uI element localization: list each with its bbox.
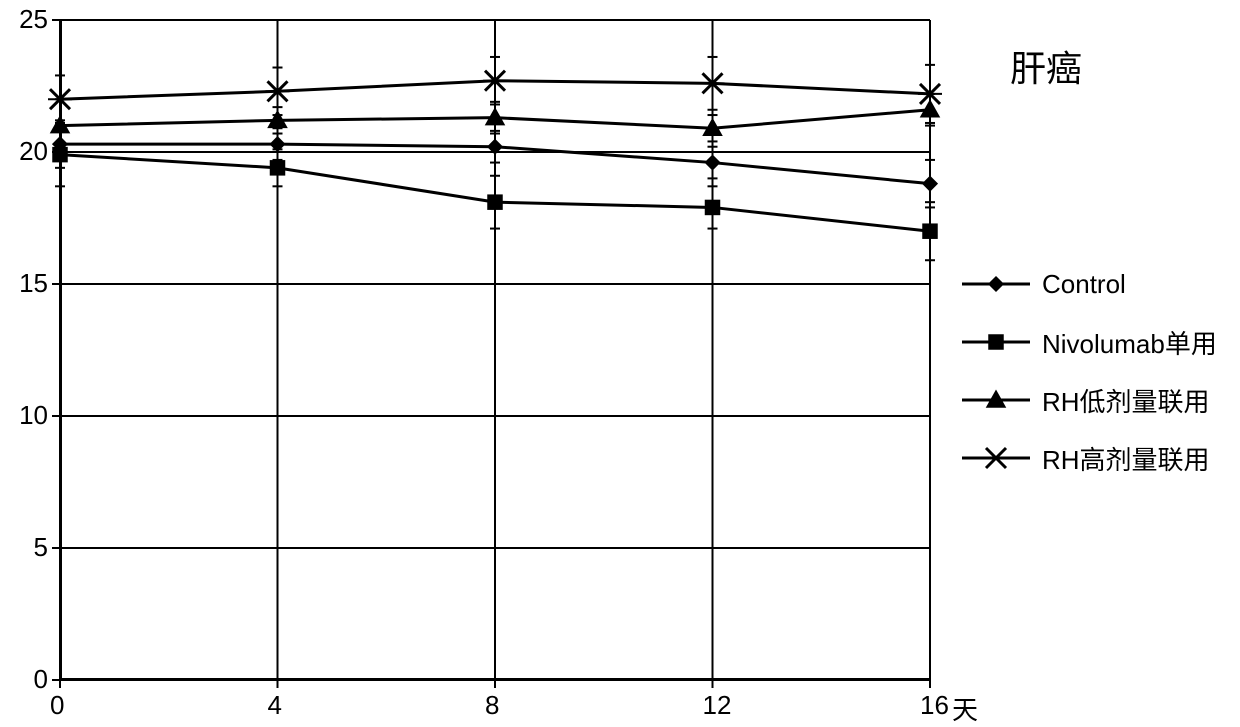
legend: Control Nivolumab单用 RH低剂量联用 RH高剂量联用 [960, 255, 1217, 487]
legend-label: RH高剂量联用 [1042, 440, 1210, 477]
diamond-icon [960, 270, 1032, 298]
legend-item: Nivolumab单用 [960, 313, 1217, 371]
x-icon [960, 444, 1032, 472]
x-axis-unit: 天 [952, 690, 978, 727]
legend-label: Nivolumab单用 [1042, 324, 1217, 361]
y-tick-label: 25 [19, 4, 48, 35]
legend-label: Control [1042, 269, 1126, 300]
square-icon [960, 328, 1032, 356]
legend-item: RH低剂量联用 [960, 371, 1217, 429]
y-tick-label: 0 [34, 664, 48, 695]
legend-label: RH低剂量联用 [1042, 382, 1210, 419]
triangle-icon [960, 386, 1032, 414]
y-tick-label: 5 [34, 532, 48, 563]
y-tick-label: 15 [19, 268, 48, 299]
legend-item: RH高剂量联用 [960, 429, 1217, 487]
y-tick-label: 10 [19, 400, 48, 431]
x-tick-label: 8 [485, 690, 499, 721]
x-tick-label: 4 [268, 690, 282, 721]
legend-item: Control [960, 255, 1217, 313]
x-tick-label: 12 [703, 690, 732, 721]
x-tick-label: 16 [920, 690, 949, 721]
chart-container: 0 5 10 15 20 25 0 4 8 12 16 天 肝癌 Control Nivolumab… [0, 0, 1240, 727]
y-tick-label: 20 [19, 136, 48, 167]
x-tick-label: 0 [50, 690, 64, 721]
chart-title: 肝癌 [1010, 40, 1082, 92]
